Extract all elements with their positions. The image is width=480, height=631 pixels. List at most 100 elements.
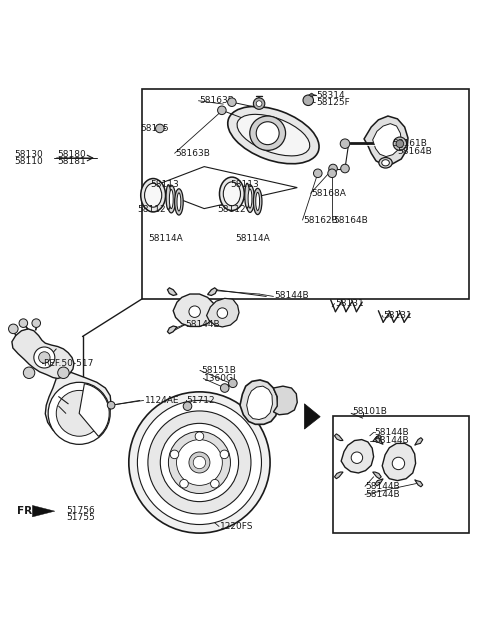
Ellipse shape <box>382 160 389 166</box>
Circle shape <box>351 452 363 463</box>
Ellipse shape <box>237 114 310 156</box>
Text: 58180: 58180 <box>58 150 86 159</box>
Circle shape <box>38 351 50 363</box>
Ellipse shape <box>253 188 262 215</box>
Text: 58101B: 58101B <box>352 408 387 416</box>
Text: 1220FS: 1220FS <box>220 522 253 531</box>
Circle shape <box>340 139 350 148</box>
Text: 58144B: 58144B <box>374 428 409 437</box>
Text: 58110: 58110 <box>15 157 44 167</box>
Polygon shape <box>341 440 373 473</box>
Circle shape <box>195 432 204 440</box>
Ellipse shape <box>169 189 173 209</box>
Circle shape <box>56 391 102 436</box>
Ellipse shape <box>250 116 286 150</box>
Circle shape <box>183 402 192 411</box>
Text: 58151B: 58151B <box>201 366 236 375</box>
Circle shape <box>160 423 239 502</box>
Circle shape <box>217 106 226 115</box>
Text: 58161B: 58161B <box>393 139 428 148</box>
Polygon shape <box>304 404 320 429</box>
Polygon shape <box>364 116 408 165</box>
Circle shape <box>180 480 188 488</box>
Text: 58144B: 58144B <box>365 482 400 491</box>
Text: 58131: 58131 <box>336 299 364 308</box>
Polygon shape <box>415 480 423 487</box>
Text: 58164B: 58164B <box>333 216 368 225</box>
Ellipse shape <box>245 184 250 208</box>
Circle shape <box>228 379 237 387</box>
Ellipse shape <box>379 158 392 168</box>
Circle shape <box>193 456 205 469</box>
Circle shape <box>189 306 200 317</box>
Circle shape <box>108 401 115 409</box>
Wedge shape <box>79 384 109 437</box>
Circle shape <box>156 124 164 133</box>
Text: 58314: 58314 <box>316 90 345 100</box>
Text: 58144B: 58144B <box>365 490 400 499</box>
Circle shape <box>393 137 407 150</box>
Circle shape <box>211 480 219 488</box>
Circle shape <box>170 450 179 459</box>
Circle shape <box>217 308 228 319</box>
Circle shape <box>341 164 349 173</box>
Polygon shape <box>45 368 111 439</box>
Text: 58125F: 58125F <box>316 98 350 107</box>
Text: 51756: 51756 <box>66 505 95 515</box>
Circle shape <box>9 324 18 334</box>
Circle shape <box>303 95 313 105</box>
Circle shape <box>168 432 230 493</box>
Ellipse shape <box>219 177 244 211</box>
Text: 58144B: 58144B <box>185 320 220 329</box>
Circle shape <box>228 98 236 107</box>
Circle shape <box>328 169 336 177</box>
Bar <box>333 416 469 533</box>
Text: 58164B: 58164B <box>397 147 432 156</box>
Text: FR.: FR. <box>17 506 36 516</box>
Polygon shape <box>33 505 55 517</box>
Text: 58163B: 58163B <box>199 97 234 105</box>
Text: REF.50-517: REF.50-517 <box>43 358 94 368</box>
Polygon shape <box>372 472 381 479</box>
Text: 58162B: 58162B <box>303 216 338 225</box>
Polygon shape <box>372 124 401 156</box>
Text: 1124AE: 1124AE <box>144 396 179 405</box>
Circle shape <box>189 452 210 473</box>
Circle shape <box>177 440 222 485</box>
Circle shape <box>58 367 69 379</box>
Polygon shape <box>168 326 177 334</box>
Text: 1360GJ: 1360GJ <box>204 374 237 383</box>
Text: 51755: 51755 <box>66 514 95 522</box>
Polygon shape <box>375 437 383 444</box>
Circle shape <box>256 101 262 107</box>
Polygon shape <box>274 386 297 415</box>
Polygon shape <box>335 434 343 440</box>
Circle shape <box>32 319 40 327</box>
Ellipse shape <box>166 185 171 209</box>
Ellipse shape <box>175 189 183 215</box>
Text: 58112: 58112 <box>217 205 246 214</box>
Circle shape <box>392 457 405 469</box>
Polygon shape <box>240 380 278 424</box>
Text: 58168A: 58168A <box>312 189 347 198</box>
Polygon shape <box>207 288 217 295</box>
Polygon shape <box>12 329 74 379</box>
Circle shape <box>220 384 229 392</box>
Text: 58144B: 58144B <box>374 436 409 445</box>
Text: 58144B: 58144B <box>275 291 309 300</box>
Polygon shape <box>247 386 273 420</box>
Polygon shape <box>173 294 215 326</box>
Ellipse shape <box>167 186 176 213</box>
Circle shape <box>19 319 28 327</box>
Polygon shape <box>415 438 423 445</box>
Text: 58181: 58181 <box>58 157 86 167</box>
Text: 58113: 58113 <box>230 180 259 189</box>
Polygon shape <box>309 93 314 97</box>
Ellipse shape <box>228 107 319 164</box>
Ellipse shape <box>256 122 279 144</box>
Text: 58113: 58113 <box>150 180 179 189</box>
Text: 51712: 51712 <box>187 396 215 405</box>
Bar <box>142 89 469 299</box>
Circle shape <box>34 347 55 368</box>
Ellipse shape <box>223 182 240 206</box>
